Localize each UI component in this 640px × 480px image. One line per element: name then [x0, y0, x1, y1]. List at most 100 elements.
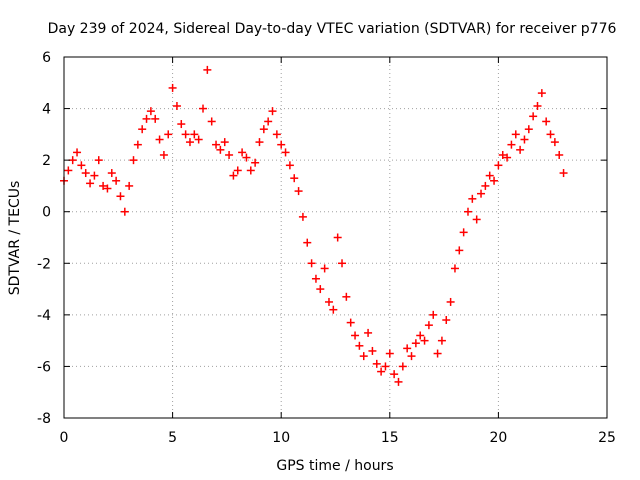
axis-ticks: 0 5 10 15 20 25 -8 -6 -4 -2 0 2 4 6 [37, 50, 616, 446]
data-point [277, 140, 286, 149]
data-point [94, 156, 103, 165]
data-point [463, 207, 472, 216]
data-point [542, 117, 551, 126]
data-point [86, 179, 95, 188]
y-tick-label: 2 [42, 153, 51, 169]
data-point [516, 145, 525, 154]
data-point [359, 352, 368, 361]
y-tick-label: -2 [37, 256, 51, 272]
data-point [125, 181, 134, 190]
data-point [429, 310, 438, 319]
data-point [203, 65, 212, 74]
y-tick-label: 4 [42, 102, 51, 118]
data-point [303, 238, 312, 247]
data-point [390, 370, 399, 379]
data-point [212, 140, 221, 149]
data-point [138, 125, 147, 134]
data-point [342, 292, 351, 301]
data-point [446, 297, 455, 306]
data-point [416, 331, 425, 340]
data-point [507, 140, 516, 149]
data-point [116, 192, 125, 201]
data-point [533, 101, 542, 110]
data-point [364, 328, 373, 337]
data-point [268, 107, 277, 116]
data-point [281, 148, 290, 157]
data-point [329, 305, 338, 314]
data-point [120, 207, 129, 216]
data-point [468, 194, 477, 203]
data-point [424, 321, 433, 330]
y-tick-label: 0 [42, 205, 51, 221]
data-point [216, 145, 225, 154]
data-point [172, 101, 181, 110]
data-point [64, 166, 73, 175]
data-point [164, 130, 173, 139]
data-point [559, 169, 568, 178]
data-point [242, 153, 251, 162]
data-point [550, 138, 559, 147]
x-tick-label: 5 [168, 430, 177, 446]
data-point [355, 341, 364, 350]
y-tick-label: -4 [37, 308, 51, 324]
data-point [320, 264, 329, 273]
data-point [233, 166, 242, 175]
data-point [490, 176, 499, 185]
data-point [524, 125, 533, 134]
data-point [520, 135, 529, 144]
data-point [485, 171, 494, 180]
y-axis-label: SDTVAR / TECUs [7, 181, 23, 296]
data-point [555, 150, 564, 159]
data-point [411, 339, 420, 348]
plot-frame [63, 56, 608, 419]
data-point [229, 171, 238, 180]
data-point [529, 112, 538, 121]
data-point [455, 246, 464, 255]
data-point [259, 125, 268, 134]
data-point [194, 135, 203, 144]
data-point [437, 336, 446, 345]
x-tick-label: 10 [272, 430, 290, 446]
x-tick-label: 25 [598, 430, 616, 446]
x-axis-label: GPS time / hours [276, 458, 393, 474]
data-point [99, 181, 108, 190]
data-point [511, 130, 520, 139]
chart-title: Day 239 of 2024, Sidereal Day-to-day VTE… [48, 21, 617, 37]
data-point [338, 259, 347, 268]
data-point [294, 187, 303, 196]
data-point [316, 285, 325, 294]
data-point [220, 138, 229, 147]
data-point [290, 174, 299, 183]
data-point [385, 349, 394, 358]
data-point [372, 359, 381, 368]
data-point [503, 153, 512, 162]
data-point [73, 148, 82, 157]
data-point [442, 316, 451, 325]
data-point [546, 130, 555, 139]
data-point [264, 117, 273, 126]
data-point [498, 150, 507, 159]
data-point [433, 349, 442, 358]
data-point [481, 181, 490, 190]
data-point [381, 362, 390, 371]
grid-lines [64, 57, 607, 418]
data-point [285, 161, 294, 170]
y-tick-label: -8 [37, 411, 51, 427]
data-points [60, 65, 568, 386]
data-point [168, 83, 177, 92]
data-point [199, 104, 208, 113]
data-point [246, 166, 255, 175]
y-tick-label: -6 [37, 359, 51, 375]
data-point [407, 352, 416, 361]
data-point [207, 117, 216, 126]
data-point [238, 148, 247, 157]
y-tick-label: 6 [42, 50, 51, 66]
data-point [472, 215, 481, 224]
data-point [398, 362, 407, 371]
data-point [107, 169, 116, 178]
data-point [151, 114, 160, 123]
data-point [307, 259, 316, 268]
data-point [394, 377, 403, 386]
data-point [129, 156, 138, 165]
data-point [477, 189, 486, 198]
